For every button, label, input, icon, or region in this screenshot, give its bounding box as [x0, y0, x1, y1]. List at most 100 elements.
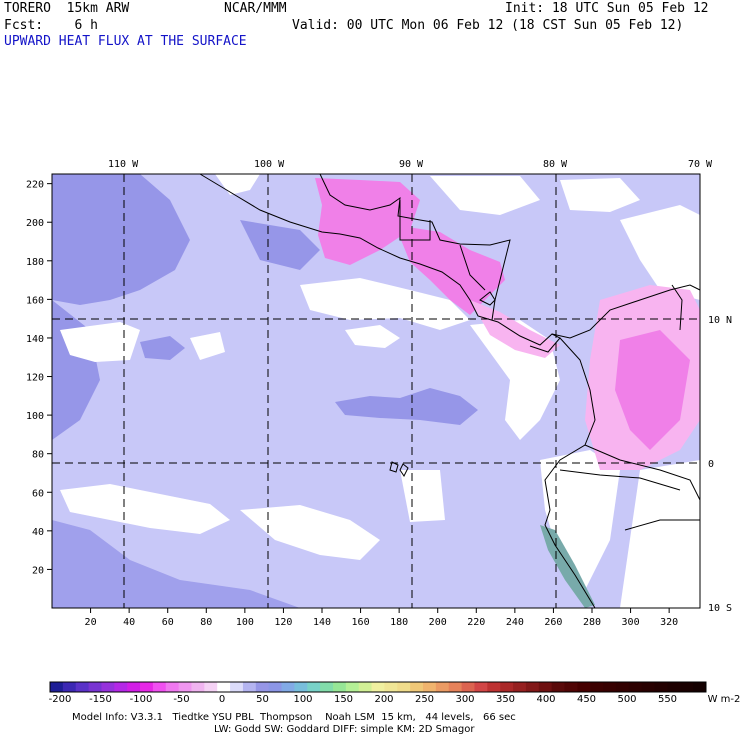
colorbar-swatch	[513, 682, 527, 692]
bottom-tick-label: 200	[429, 617, 447, 628]
bottom-tick-label: 20	[85, 617, 97, 628]
bottom-tick-label: 80	[200, 617, 212, 628]
colorbar-label: 0	[218, 694, 226, 705]
lat-label-10s: 10 S	[708, 603, 732, 614]
colorbar-swatch	[101, 682, 115, 692]
bottom-tick-label: 260	[544, 617, 562, 628]
colorbar-label: 500	[617, 694, 637, 705]
colorbar-label: 400	[536, 694, 556, 705]
colorbar-swatch	[281, 682, 295, 692]
colorbar-label: 200	[374, 694, 394, 705]
colorbar-swatch	[551, 682, 566, 692]
white-patch-6	[240, 505, 380, 560]
left-tick-label: 60	[32, 488, 44, 499]
lon-label-70w: 70 W	[688, 159, 713, 170]
colorbar-swatch	[603, 682, 617, 692]
colorbar-swatch	[564, 682, 578, 692]
colorbar-swatch	[358, 682, 373, 692]
colorbar-label: 100	[293, 694, 313, 705]
lon-label-80w: 80 W	[543, 159, 568, 170]
colorbar-swatch	[590, 682, 604, 692]
colorbar-swatch	[538, 682, 553, 692]
colorbar-label: 50	[256, 694, 269, 705]
map-frame	[51, 173, 701, 609]
colorbar-swatch	[75, 682, 90, 692]
colorbar-swatch	[371, 682, 385, 692]
colorbar-swatch	[345, 682, 360, 692]
bottom-tick-label: 120	[274, 617, 292, 628]
left-tick-label: 40	[32, 527, 44, 538]
colorbar-swatch	[165, 682, 180, 692]
colorbar-label: -100	[129, 694, 153, 705]
dark-strip-north	[240, 220, 320, 270]
white-patch-4	[345, 325, 400, 348]
colorbar-swatch	[230, 682, 244, 692]
colorbar-unit: W m-2	[707, 694, 740, 705]
model-name: TORERO 15km ARW	[4, 1, 130, 16]
forecast-hour: Fcst: 6 h	[4, 18, 98, 33]
dark-region-sw	[52, 520, 300, 608]
colorbar-label: -200	[48, 694, 72, 705]
colorbar-label: 550	[657, 694, 678, 705]
bottom-tick-label: 60	[162, 617, 174, 628]
white-patch-11	[560, 178, 640, 212]
white-patch-8	[400, 470, 445, 522]
dark-band-center	[335, 388, 478, 425]
bottom-tick-label: 300	[622, 617, 640, 628]
colorbar-swatch	[307, 682, 321, 692]
colorbar-swatch	[332, 682, 347, 692]
colorbar	[49, 681, 707, 693]
lat-label-0: 0	[708, 459, 714, 470]
white-patch-2	[190, 332, 225, 360]
colorbar-swatch	[191, 682, 205, 692]
bottom-tick-label: 160	[352, 617, 370, 628]
left-tick-label: 80	[32, 450, 44, 461]
coastlines	[199, 173, 701, 609]
left-tick-label: 200	[26, 218, 44, 229]
colorbar-swatch	[140, 682, 154, 692]
colorbar-label: -50	[173, 694, 190, 705]
colorbar-swatch	[410, 682, 424, 692]
colorbar-swatch	[114, 682, 128, 692]
colorbar-swatch	[423, 682, 437, 692]
colorbar-swatch	[448, 682, 463, 692]
bottom-tick-label: 240	[506, 617, 524, 628]
colorbar-swatch	[461, 682, 475, 692]
left-tick-label: 100	[26, 411, 44, 422]
bottom-tick-label: 40	[123, 617, 135, 628]
left-axis: 220 200 180 160 140 120 100 80 60 40 20	[26, 180, 52, 576]
lon-label-110w: 110 W	[108, 159, 139, 170]
colorbar-swatch	[667, 682, 681, 692]
init-time: Init: 18 UTC Sun 05 Feb 12	[505, 1, 709, 16]
colorbar-swatch	[320, 682, 334, 692]
colorbar-swatch	[628, 682, 643, 692]
colorbar-swatch	[435, 682, 450, 692]
colorbar-swatch	[615, 682, 630, 692]
colorbar-label: 350	[495, 694, 516, 705]
physics-info: LW: Godd SW: Goddard DIFF: simple KM: 2D…	[214, 724, 475, 735]
bottom-tick-label: 140	[313, 617, 331, 628]
white-patch-10	[430, 176, 540, 215]
graticule	[52, 174, 700, 608]
colorbar-swatch	[88, 682, 102, 692]
white-patch-14	[620, 460, 700, 608]
colorbar-swatch	[217, 682, 231, 692]
left-tick-label: 140	[26, 334, 44, 345]
left-tick-label: 220	[26, 180, 44, 191]
colorbar-label: 150	[333, 694, 354, 705]
colorbar-swatch	[577, 682, 591, 692]
left-tick-label: 20	[32, 565, 44, 576]
bottom-tick-label: 320	[660, 617, 678, 628]
colorbar-swatch	[487, 682, 501, 692]
bottom-axis: 20 40 60 80 100 120 140 160 180 200 220 240 260 280 30…	[85, 608, 678, 628]
colorbar-label: 250	[414, 694, 435, 705]
model-info: Model Info: V3.3.1 Tiedtke YSU PBL Thomp…	[72, 712, 516, 723]
organization: NCAR/MMM	[224, 1, 287, 16]
valid-time: Valid: 00 UTC Mon 06 Feb 12 (18 CST Sun …	[292, 18, 684, 33]
map-field	[52, 174, 700, 608]
dark-region-nw	[52, 174, 190, 305]
colorbar-swatch	[204, 682, 218, 692]
colorbar-label: 450	[576, 694, 597, 705]
colorbar-swatch	[500, 682, 514, 692]
teal-peru-coast	[540, 525, 595, 608]
